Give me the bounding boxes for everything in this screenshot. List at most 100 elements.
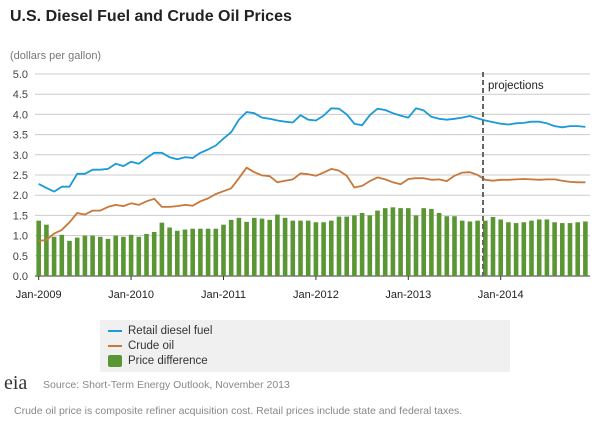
bar-price-difference [344, 216, 349, 276]
bar-price-difference [544, 219, 550, 276]
bar-price-difference [467, 221, 473, 276]
bar-price-difference [375, 210, 380, 276]
eia-logo: eiaeia [4, 372, 28, 394]
line-crude-oil [38, 166, 586, 242]
bar-price-difference [498, 219, 503, 276]
y-tick-label: 3.5 [13, 130, 28, 142]
bar-price-difference [359, 212, 365, 276]
x-tick-label: Jan-2011 [201, 289, 246, 300]
bar-price-difference [121, 236, 126, 276]
bar-price-difference [252, 217, 257, 276]
footnote: Crude oil price is composite refiner acq… [14, 405, 463, 417]
source-text: Source: Short-Term Energy Outlook, Novem… [43, 379, 290, 391]
bar-price-difference [313, 222, 319, 276]
bar-price-difference [51, 236, 57, 276]
bar-price-difference [244, 221, 249, 276]
bar-price-difference [513, 223, 519, 276]
bar-price-difference [198, 228, 203, 276]
bar-price-difference [290, 220, 296, 276]
y-tick-label: 1.0 [13, 231, 28, 243]
chart: 0.0 0.5 1.0 1.5 2.0 2.5 3.0 3.5 4.0 4.5 5.0 Jan-200… [13, 69, 590, 300]
bar-price-difference [205, 228, 211, 276]
bar-price-difference [190, 228, 195, 276]
bar-price-difference [144, 233, 149, 276]
legend-label: Price difference [128, 355, 208, 367]
chart-title: U.S. Diesel Fuel and Crude Oil Prices [10, 8, 292, 25]
y-axis-label: (dollars per gallon) [10, 50, 102, 62]
bar-price-difference [575, 222, 580, 276]
legend: Retail diesel fuel Crude oil Price diffe… [100, 320, 510, 372]
bar-price-difference [44, 224, 49, 276]
y-tick-label: 3.0 [13, 150, 28, 162]
bar-price-difference [583, 221, 588, 276]
bar-price-difference [236, 217, 242, 276]
bar-price-difference [429, 208, 434, 276]
x-tick-label: Jan-2013 [385, 289, 431, 300]
bar-price-difference [452, 216, 457, 276]
legend-label: Crude oil [128, 340, 175, 352]
bar-price-difference [459, 220, 465, 276]
bar-price-difference [490, 217, 496, 276]
bar-price-difference [367, 215, 373, 276]
y-tick-label: 1.5 [13, 210, 28, 222]
bar-price-difference [567, 223, 573, 276]
bar-price-difference [213, 228, 219, 276]
x-tick-label: Jan-2014 [478, 289, 524, 300]
legend-item-crude: Crude oil [108, 339, 174, 353]
bar-price-difference [67, 240, 72, 276]
bar-price-difference [521, 222, 527, 276]
legend-item-difference: Price difference [108, 354, 208, 368]
legend-label: Retail diesel fuel [128, 325, 213, 337]
x-tick-label: Jan-2009 [16, 289, 62, 300]
bar-price-difference [259, 218, 265, 276]
bar-price-difference [113, 235, 118, 276]
bar-price-difference [421, 208, 426, 276]
bar-price-difference [406, 208, 411, 276]
bar-price-difference [305, 220, 311, 276]
bar-price-difference [483, 220, 488, 276]
bar-price-difference [228, 219, 234, 276]
bar-price-difference [436, 212, 442, 276]
bar-price-difference [390, 207, 396, 276]
legend-item-diesel: Retail diesel fuel [108, 324, 212, 338]
bar-price-difference [352, 215, 357, 276]
y-tick-label: 5.0 [13, 69, 28, 81]
bar-price-difference [529, 220, 534, 276]
bar-price-difference [329, 220, 334, 276]
y-tick-label: 0.5 [13, 251, 28, 263]
bar-price-difference [136, 236, 142, 276]
projections-label: projections [488, 80, 544, 92]
bar-price-difference [560, 223, 565, 276]
x-tick-label: Jan-2010 [108, 289, 154, 300]
bar-price-difference [382, 208, 388, 276]
bar-price-difference [90, 235, 95, 276]
bar-price-difference [36, 220, 41, 276]
bar-price-difference [105, 238, 111, 276]
bar-price-difference [398, 208, 403, 276]
y-tick-label: 2.0 [13, 190, 28, 202]
bar-price-difference [151, 231, 157, 276]
bar-price-difference [159, 222, 165, 276]
y-tick-label: 4.0 [13, 109, 28, 121]
bar-price-difference [475, 220, 480, 276]
bar-price-difference [336, 216, 342, 276]
y-tick-label: 0.0 [13, 271, 28, 283]
y-tick-label: 4.5 [13, 89, 28, 101]
legend-swatch-crude [108, 345, 122, 347]
bar-price-difference [128, 234, 134, 276]
bar-price-difference [552, 222, 557, 276]
y-tick-label: 2.5 [13, 170, 28, 182]
bar-price-difference [506, 222, 511, 276]
bar-price-difference [282, 217, 288, 276]
line-retail-diesel [38, 107, 586, 193]
x-tick-label: Jan-2012 [293, 289, 339, 300]
bar-price-difference [175, 230, 180, 276]
bar-price-difference [59, 234, 65, 276]
bar-price-difference [221, 224, 226, 276]
bar-price-difference [298, 220, 303, 276]
legend-swatch-diesel [108, 330, 122, 332]
bar-price-difference [536, 219, 542, 276]
bar-price-difference [82, 235, 88, 276]
bar-price-difference [74, 237, 80, 276]
bar-price-difference [275, 214, 280, 276]
